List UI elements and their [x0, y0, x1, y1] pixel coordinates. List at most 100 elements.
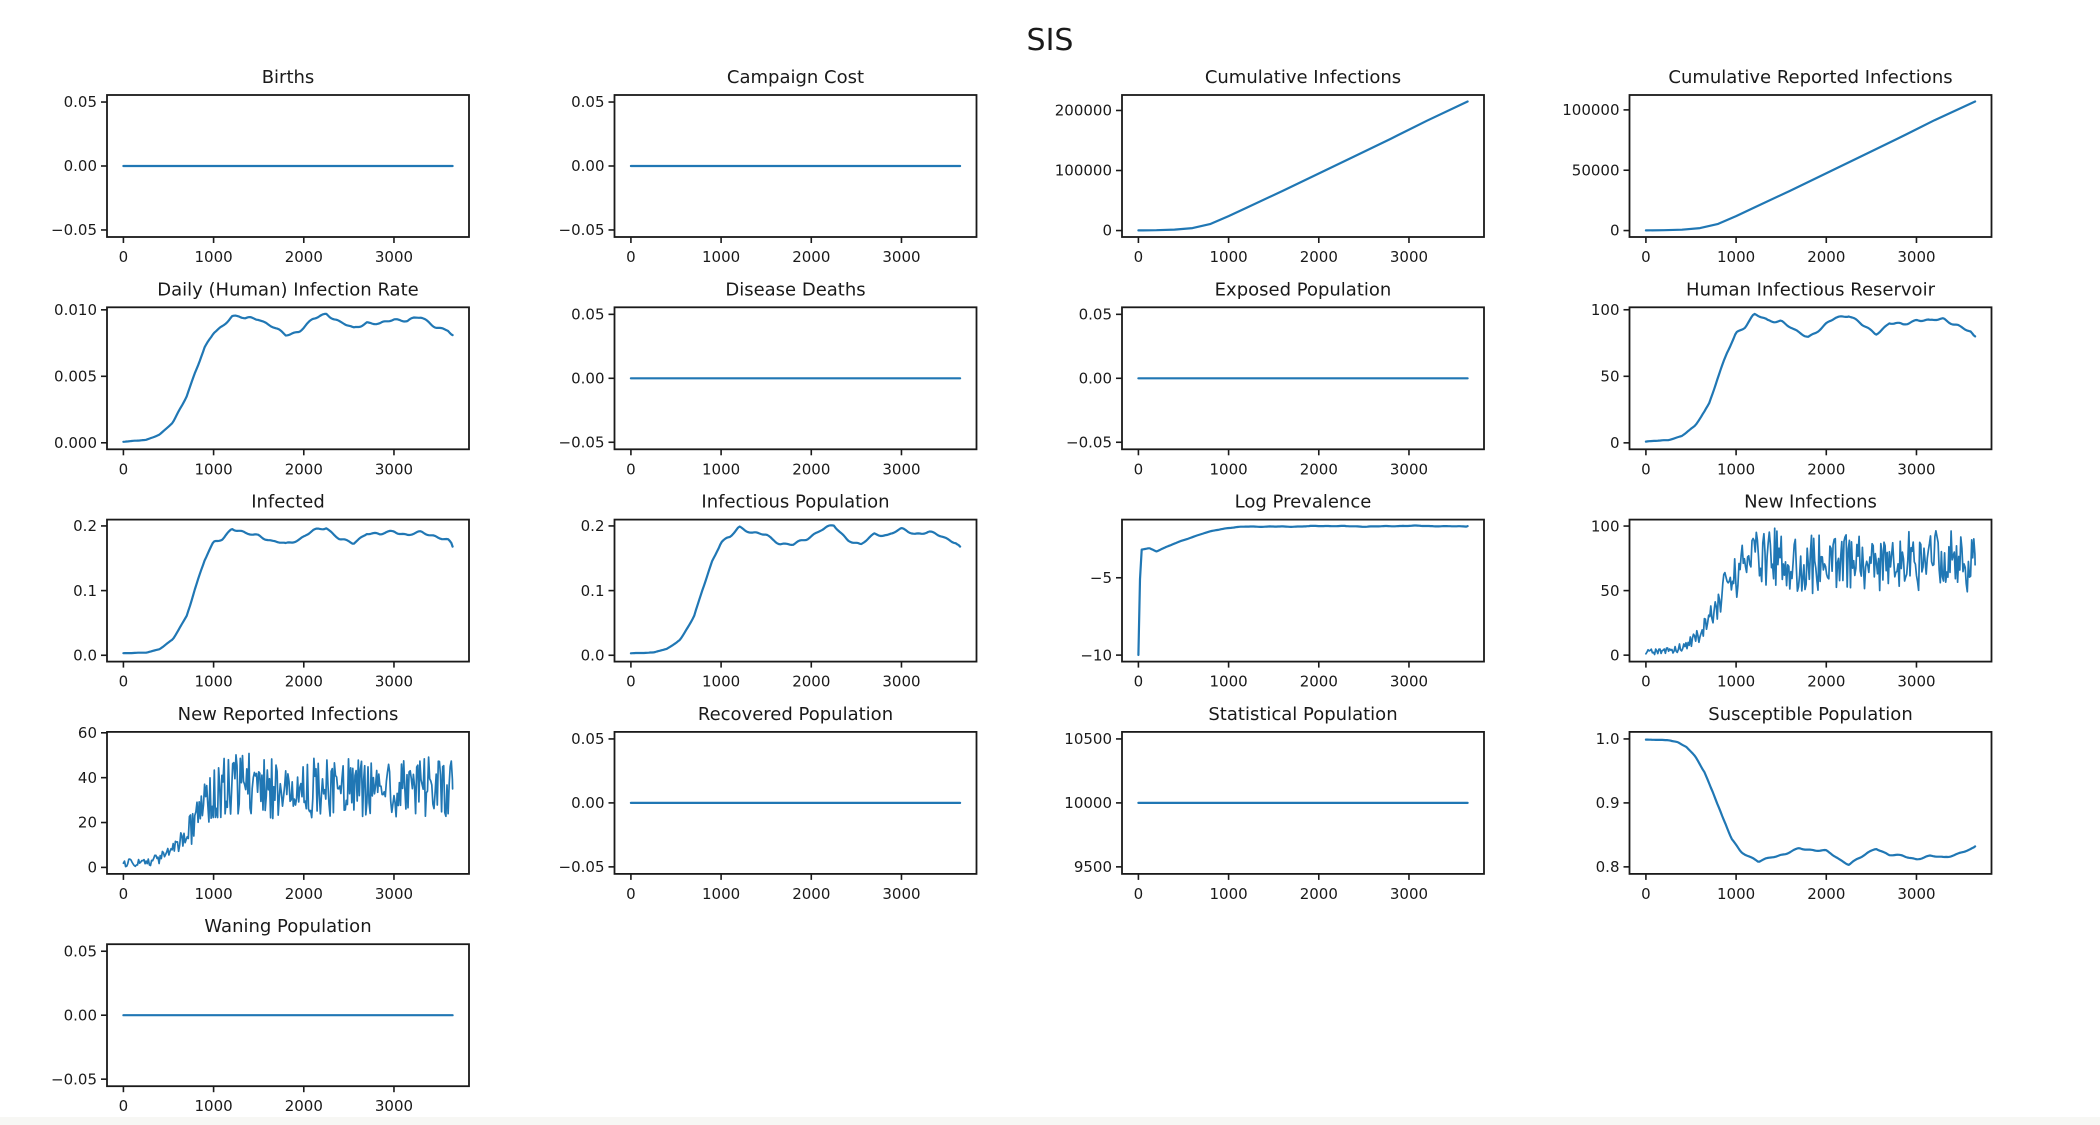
plot-frame	[106, 518, 470, 663]
x-tick-label: 2000	[1807, 673, 1845, 691]
x-tick-label: 2000	[792, 460, 830, 478]
y-tick-label: 50	[1600, 582, 1619, 600]
subplot-exposed-population: Exposed Population 0.05 0.00 −0.05 0 1000 2000…	[1066, 279, 1485, 478]
subplot-statistical-population: Statistical Population 10500 10000 9500 0 100…	[1064, 704, 1485, 903]
y-tick-label: 0.00	[571, 370, 604, 388]
x-tick-label: 2000	[1300, 885, 1338, 903]
x-tick-label: 2000	[1300, 673, 1338, 691]
y-tick-label: −0.05	[51, 221, 97, 239]
subplot-title: New Infections	[1744, 492, 1877, 513]
x-tick-label: 3000	[1897, 460, 1935, 478]
y-tick-label: 0.2	[73, 517, 97, 535]
x-tick-label: 3000	[882, 248, 920, 266]
x-tick-label: 0	[1641, 248, 1651, 266]
x-tick-label: 2000	[1807, 248, 1845, 266]
subplot-title: Human Infectious Reservoir	[1686, 279, 1936, 300]
x-tick-label: 0	[119, 248, 129, 266]
x-tick-label: 0	[1134, 673, 1144, 691]
y-tick-label: 1.0	[1596, 730, 1620, 748]
subplot-title: Daily (Human) Infection Rate	[157, 279, 418, 300]
x-tick-label: 0	[626, 460, 636, 478]
y-tick-label: 9500	[1074, 858, 1112, 876]
data-line	[1644, 100, 1977, 232]
y-tick-label: 0.05	[571, 730, 604, 748]
x-tick-label: 1000	[1210, 673, 1248, 691]
y-tick-label: 100000	[1055, 162, 1112, 180]
subplot-recovered-population: Recovered Population 0.05 0.00 −0.05 0 1000 20…	[559, 704, 978, 903]
x-tick-label: 3000	[1897, 885, 1935, 903]
x-tick-label: 1000	[195, 673, 233, 691]
x-tick-label: 0	[119, 673, 129, 691]
y-tick-label: 50000	[1572, 161, 1620, 179]
y-tick-label: 0	[1610, 222, 1620, 240]
x-tick-label: 0	[119, 460, 129, 478]
y-tick-label: 0.00	[64, 1006, 97, 1024]
x-tick-label: 0	[1134, 460, 1144, 478]
data-line	[1644, 312, 1977, 443]
x-tick-label: 0	[119, 1097, 129, 1115]
data-line	[1137, 524, 1469, 657]
subplot-infectious-population: Infectious Population 0.2 0.1 0.0 0 1000 2000 3…	[581, 492, 978, 691]
y-tick-label: 0	[1102, 222, 1112, 240]
x-tick-label: 1000	[195, 248, 233, 266]
subplot-cumulative-infections: Cumulative Infections 200000 100000 0 0 1000 2…	[1055, 67, 1485, 266]
x-tick-label: 3000	[375, 1097, 413, 1115]
y-tick-label: 100	[1591, 301, 1620, 319]
x-tick-label: 1000	[1717, 673, 1755, 691]
y-tick-label: −0.05	[1066, 433, 1112, 451]
x-tick-label: 0	[1134, 885, 1144, 903]
data-line	[122, 752, 454, 868]
x-tick-label: 1000	[195, 1097, 233, 1115]
subplot-title: Disease Deaths	[725, 279, 865, 300]
x-tick-label: 0	[1134, 248, 1144, 266]
subplot-title: New Reported Infections	[178, 704, 399, 725]
subplot-births: Births 0.05 0.00 −0.05 0 1000 2000 3000	[51, 67, 470, 266]
subplot-daily-human-infection-rate: Daily (Human) Infection Rate 0.010 0.005 0.…	[54, 279, 470, 478]
x-tick-label: 3000	[1897, 673, 1935, 691]
x-tick-label: 1000	[702, 673, 740, 691]
x-tick-label: 0	[119, 885, 129, 903]
x-tick-label: 3000	[882, 460, 920, 478]
x-tick-label: 1000	[1210, 885, 1248, 903]
y-tick-label: 0.00	[64, 157, 97, 175]
x-tick-label: 1000	[195, 885, 233, 903]
y-tick-label: −0.05	[559, 858, 605, 876]
subplot-human-infectious-reservoir: Human Infectious Reservoir 100 50 0 0 1000 200…	[1591, 279, 1993, 478]
x-tick-label: 2000	[1807, 460, 1845, 478]
y-tick-label: 0.000	[54, 434, 97, 452]
subplot-title: Births	[262, 67, 315, 88]
subplot-title: Cumulative Reported Infections	[1668, 67, 1952, 88]
x-tick-label: 0	[1641, 673, 1651, 691]
plot-frame	[1121, 518, 1485, 663]
subplot-log-prevalence: Log Prevalence −5 −10 0 1000 2000 3000	[1080, 492, 1485, 691]
x-tick-label: 2000	[285, 460, 323, 478]
subplot-campaign-cost: Campaign Cost 0.05 0.00 −0.05 0 1000 2000 3000	[559, 67, 978, 266]
x-tick-label: 3000	[882, 673, 920, 691]
x-tick-label: 1000	[1210, 248, 1248, 266]
plot-frame	[1121, 94, 1485, 238]
y-tick-label: −0.05	[559, 433, 605, 451]
x-tick-label: 3000	[1390, 248, 1428, 266]
x-tick-label: 3000	[1390, 673, 1428, 691]
y-tick-label: 10000	[1064, 794, 1112, 812]
x-tick-label: 3000	[375, 248, 413, 266]
x-tick-label: 3000	[375, 673, 413, 691]
y-tick-label: 100	[1591, 517, 1620, 535]
y-tick-label: 0	[1610, 434, 1620, 452]
subplot-title: Campaign Cost	[727, 67, 864, 88]
y-tick-label: 10500	[1064, 730, 1112, 748]
x-tick-label: 3000	[1390, 460, 1428, 478]
y-tick-label: 20	[78, 814, 97, 832]
y-tick-label: −0.05	[51, 1070, 97, 1088]
x-tick-label: 0	[1641, 460, 1651, 478]
x-tick-label: 1000	[1717, 460, 1755, 478]
x-tick-label: 3000	[882, 885, 920, 903]
y-tick-label: 0.1	[581, 582, 605, 600]
x-tick-label: 2000	[285, 248, 323, 266]
subplot-title: Susceptible Population	[1708, 704, 1912, 725]
x-tick-label: 1000	[1717, 248, 1755, 266]
data-line	[122, 312, 454, 443]
x-tick-label: 0	[626, 673, 636, 691]
